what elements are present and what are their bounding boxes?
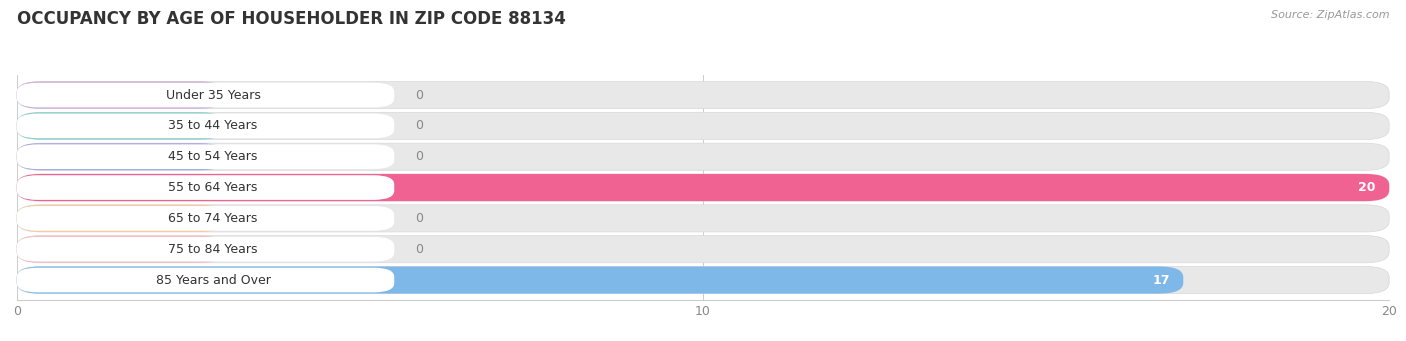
FancyBboxPatch shape [17, 112, 225, 139]
FancyBboxPatch shape [17, 114, 394, 138]
FancyBboxPatch shape [17, 174, 1389, 201]
FancyBboxPatch shape [17, 144, 394, 169]
FancyBboxPatch shape [17, 205, 1389, 232]
FancyBboxPatch shape [17, 206, 394, 231]
FancyBboxPatch shape [17, 143, 1389, 170]
Text: 0: 0 [415, 150, 423, 163]
FancyBboxPatch shape [17, 236, 225, 263]
FancyBboxPatch shape [17, 81, 1389, 109]
Text: OCCUPANCY BY AGE OF HOUSEHOLDER IN ZIP CODE 88134: OCCUPANCY BY AGE OF HOUSEHOLDER IN ZIP C… [17, 10, 565, 28]
Text: 75 to 84 Years: 75 to 84 Years [169, 243, 257, 256]
Text: 55 to 64 Years: 55 to 64 Years [169, 181, 257, 194]
FancyBboxPatch shape [17, 205, 225, 232]
Text: 85 Years and Over: 85 Years and Over [156, 273, 270, 286]
Text: Under 35 Years: Under 35 Years [166, 89, 260, 102]
Text: 0: 0 [415, 89, 423, 102]
Text: 65 to 74 Years: 65 to 74 Years [169, 212, 257, 225]
FancyBboxPatch shape [17, 112, 1389, 139]
Text: 0: 0 [415, 212, 423, 225]
Text: 35 to 44 Years: 35 to 44 Years [169, 119, 257, 132]
Text: 20: 20 [1358, 181, 1375, 194]
Text: 17: 17 [1152, 273, 1170, 286]
Text: 45 to 54 Years: 45 to 54 Years [169, 150, 257, 163]
Text: Source: ZipAtlas.com: Source: ZipAtlas.com [1271, 10, 1389, 20]
FancyBboxPatch shape [17, 268, 394, 292]
FancyBboxPatch shape [17, 175, 394, 200]
FancyBboxPatch shape [17, 83, 394, 107]
FancyBboxPatch shape [17, 174, 1389, 201]
FancyBboxPatch shape [17, 81, 225, 109]
Text: 0: 0 [415, 119, 423, 132]
FancyBboxPatch shape [17, 236, 1389, 263]
FancyBboxPatch shape [17, 237, 394, 262]
FancyBboxPatch shape [17, 266, 1389, 294]
FancyBboxPatch shape [17, 143, 225, 170]
Text: 0: 0 [415, 243, 423, 256]
FancyBboxPatch shape [17, 266, 1184, 294]
